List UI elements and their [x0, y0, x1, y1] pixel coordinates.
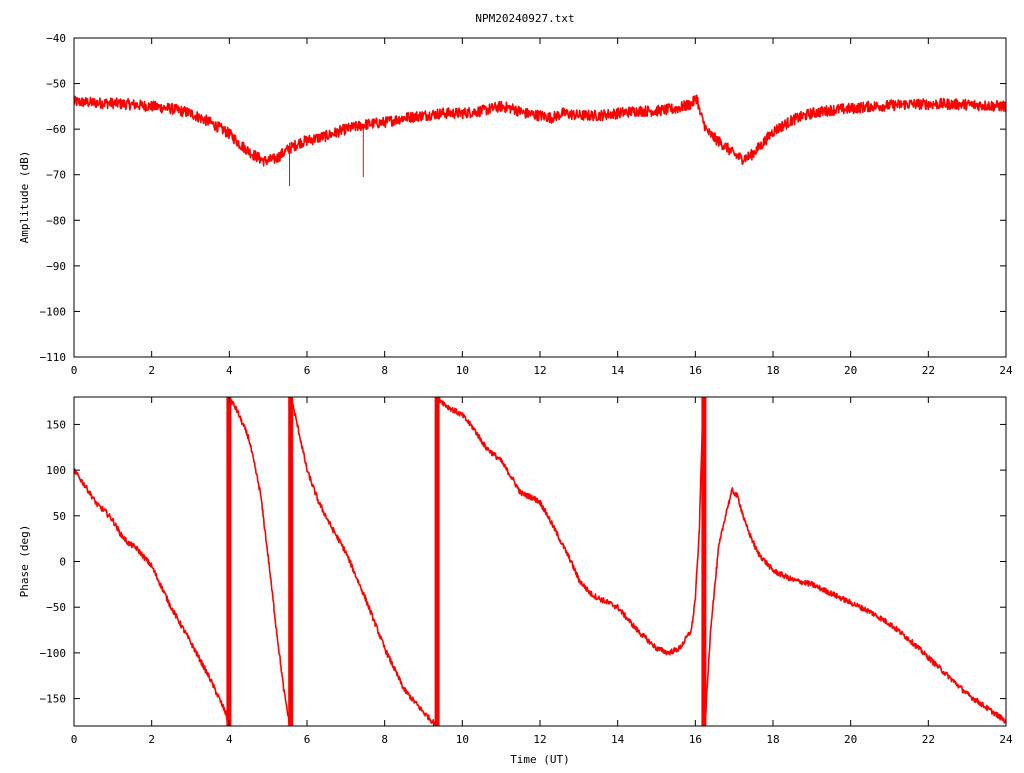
phase-y-tick-label-5: 100 [46, 464, 66, 477]
amplitude-y-tick-label-3: −80 [46, 214, 66, 227]
phase-phase-wrap-2 [434, 397, 440, 726]
phase-series [74, 397, 1006, 726]
phase-x-tick-label-5: 10 [456, 733, 469, 746]
phase-y-tick-label-4: 50 [53, 510, 66, 523]
phase-y-tick-label-3: 0 [59, 556, 66, 569]
amplitude-x-tick-label-7: 14 [611, 364, 625, 377]
amplitude-x-tick-label-1: 2 [148, 364, 155, 377]
amplitude-y-tick-label-5: −60 [46, 123, 66, 136]
phase-phase-wrap-1 [288, 397, 294, 726]
phase-phase-wrap-3 [701, 397, 707, 726]
phase-x-tick-label-2: 4 [226, 733, 233, 746]
phase-x-tick-label-7: 14 [611, 733, 625, 746]
phase-series-line-3 [438, 397, 704, 656]
phase-y-tick-label-6: 150 [46, 418, 66, 431]
phase-x-tick-label-0: 0 [71, 733, 78, 746]
phase-panel: 0 2 4 6 8 10 12 14 16 18 20 22 24−150−100−5005010015… [40, 396, 1013, 746]
chart-title: NPM20240927.txt [475, 12, 574, 25]
phase-x-tick-label-8: 16 [689, 733, 702, 746]
plot-panels: 0 2 4 6 8 10 12 14 16 18 20 22 24−110−100−90−80−70−6… [40, 32, 1013, 746]
phase-x-tick-label-6: 12 [533, 733, 546, 746]
time-x-axis-label: Time (UT) [510, 753, 570, 766]
phase-phase-wrap-0 [226, 397, 232, 726]
amplitude-x-tick-label-11: 22 [922, 364, 935, 377]
phase-y-tick-label-2: −50 [46, 601, 66, 614]
amplitude-y-tick-label-4: −70 [46, 169, 66, 182]
amplitude-y-tick-label-6: −50 [46, 78, 66, 91]
amplitude-x-tick-label-3: 6 [304, 364, 311, 377]
amplitude-y-tick-label-1: −100 [40, 305, 67, 318]
amplitude-x-tick-label-10: 20 [844, 364, 857, 377]
amplitude-x-tick-label-5: 10 [456, 364, 469, 377]
amplitude-y-tick-label-0: −110 [40, 351, 67, 364]
phase-x-tick-label-10: 20 [844, 733, 857, 746]
amplitude-x-tick-label-6: 12 [533, 364, 546, 377]
phase-x-tick-label-9: 18 [766, 733, 779, 746]
phase-y-axis-label: Phase (deg) [18, 525, 31, 598]
phase-x-tick-label-3: 6 [304, 733, 311, 746]
phase-series-line-4 [704, 487, 1006, 724]
phase-series-line-0 [74, 468, 230, 724]
phase-y-tick-label-1: −100 [40, 647, 67, 660]
amplitude-x-tick-label-9: 18 [766, 364, 779, 377]
phase-x-tick-label-1: 2 [148, 733, 155, 746]
amplitude-series [74, 94, 1006, 187]
phase-x-tick-label-4: 8 [381, 733, 388, 746]
amplitude-series-line-0 [74, 94, 1006, 167]
amplitude-x-tick-label-12: 24 [999, 364, 1013, 377]
phase-series-line-1 [229, 398, 291, 725]
amplitude-y-tick-label-2: −90 [46, 260, 66, 273]
phase-x-tick-label-11: 22 [922, 733, 935, 746]
phase-y-tick-label-0: −150 [40, 693, 67, 706]
phase-plot-frame [73, 396, 1007, 727]
phase-series-line-2 [290, 398, 436, 726]
phase-x-tick-label-12: 24 [999, 733, 1013, 746]
amplitude-plot-frame [73, 37, 1007, 358]
amplitude-y-tick-label-7: −40 [46, 32, 66, 45]
amplitude-x-tick-label-2: 4 [226, 364, 233, 377]
amplitude-panel: 0 2 4 6 8 10 12 14 16 18 20 22 24−110−100−90−80−70−6… [40, 32, 1013, 377]
amplitude-y-axis-label: Amplitude (dB) [18, 151, 31, 244]
amplitude-x-tick-label-8: 16 [689, 364, 702, 377]
amplitude-x-tick-label-4: 8 [381, 364, 388, 377]
amplitude-x-tick-label-0: 0 [71, 364, 78, 377]
